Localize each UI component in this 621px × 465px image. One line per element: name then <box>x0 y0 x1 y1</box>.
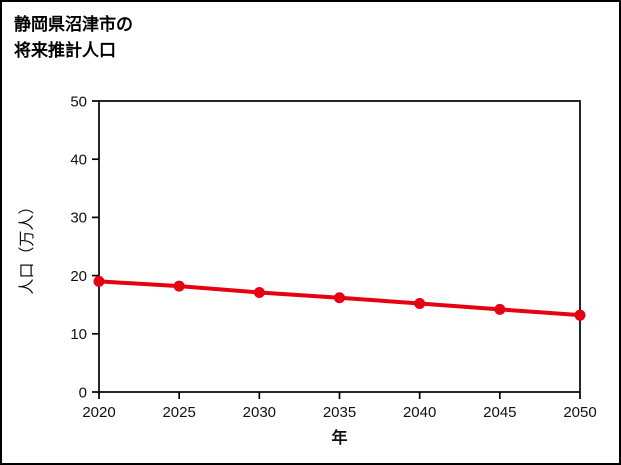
y-tick-label: 30 <box>70 210 87 227</box>
y-tick-label: 40 <box>70 151 87 168</box>
x-tick-label: 2040 <box>403 404 436 421</box>
x-tick-label: 2045 <box>483 404 516 421</box>
x-tick-label: 2035 <box>323 404 356 421</box>
data-point-marker <box>574 309 586 321</box>
data-point-marker <box>253 286 265 298</box>
chart-title-line1: 静岡県沼津市の <box>14 15 133 34</box>
y-tick-label: 50 <box>70 93 87 110</box>
y-tick-label: 0 <box>79 384 87 401</box>
data-point-marker <box>494 303 506 315</box>
x-tick-label: 2020 <box>82 404 115 421</box>
chart-title: 静岡県沼津市の 将来推計人口 <box>14 12 133 65</box>
data-point-marker <box>334 292 345 304</box>
x-tick-label: 2050 <box>563 404 596 421</box>
chart-title-line2: 将来推計人口 <box>14 41 116 61</box>
data-point-marker <box>93 275 105 287</box>
y-tick-label: 10 <box>70 326 87 343</box>
data-point-marker <box>173 280 185 292</box>
plot-frame <box>98 100 581 393</box>
x-tick-label: 2025 <box>162 404 195 421</box>
x-tick-label: 2030 <box>243 404 276 421</box>
y-tick-label: 20 <box>70 268 87 285</box>
x-axis-label: 年 <box>331 428 347 447</box>
y-axis-label: 人口（万人） <box>18 198 36 294</box>
data-point-marker <box>414 298 426 310</box>
